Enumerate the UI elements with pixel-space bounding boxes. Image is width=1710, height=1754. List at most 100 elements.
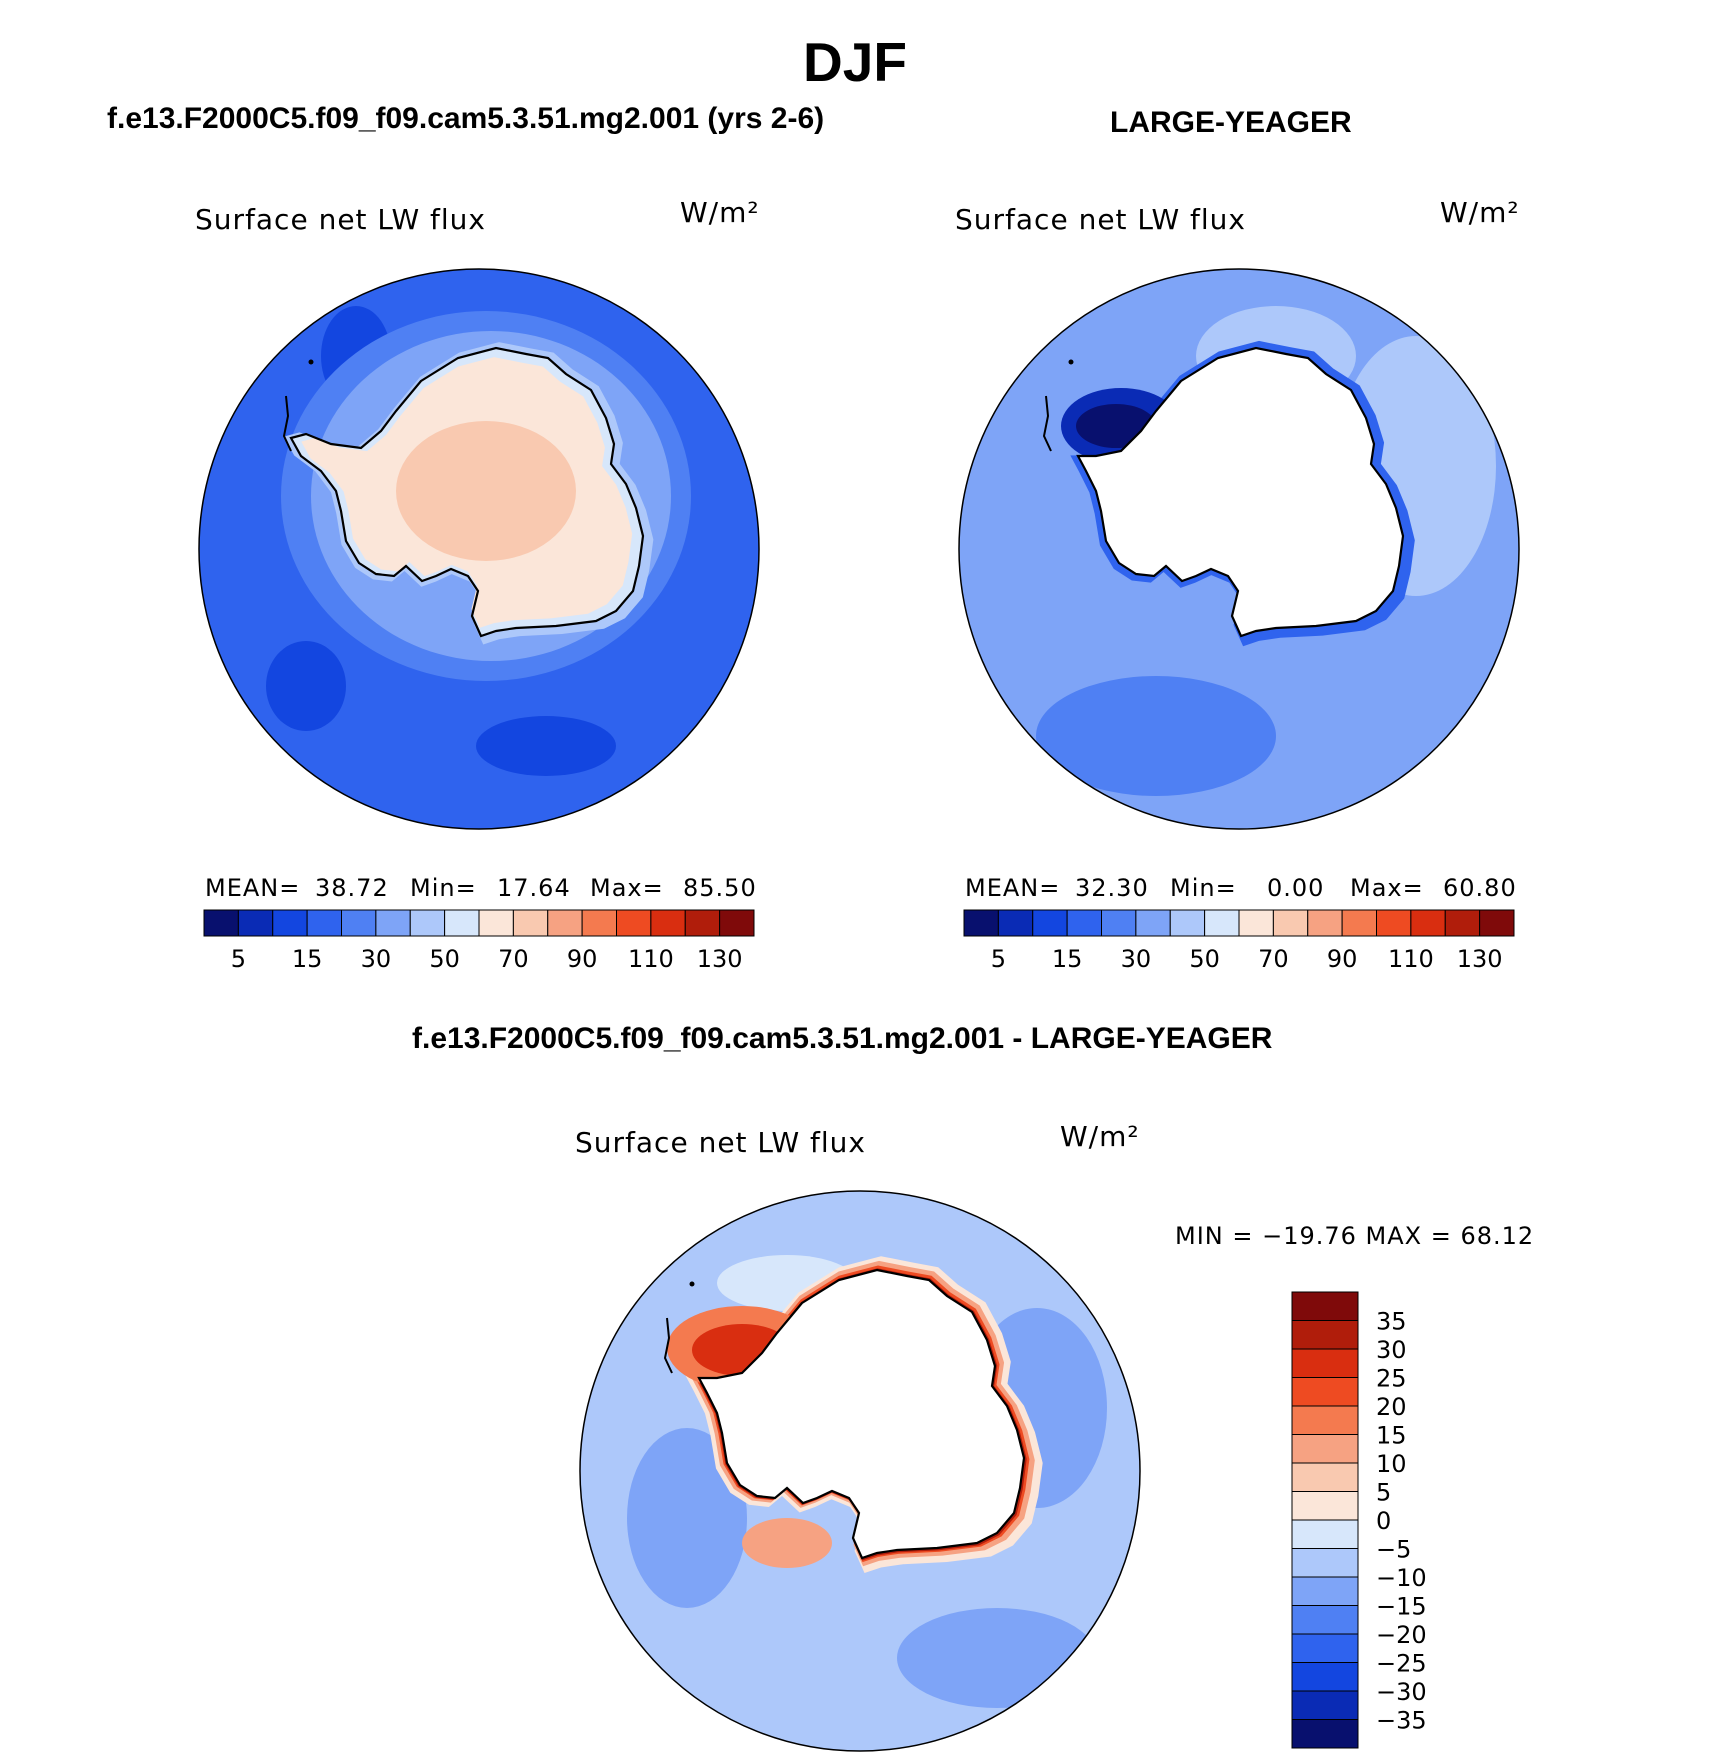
case-map [198, 268, 760, 830]
colorbar-box [963, 909, 999, 937]
colorbar-tick-label: −15 [1376, 1593, 1427, 1621]
colorbar-tick-label: 110 [628, 945, 674, 973]
colorbar-box [409, 909, 446, 937]
colorbar-box [1272, 909, 1309, 937]
colorbar-tick-label: 15 [292, 945, 323, 973]
colorbar-box [1291, 1548, 1359, 1578]
case-mean-value: 38.72 [315, 874, 389, 902]
colorbar-tick-label: 90 [567, 945, 598, 973]
case-mean-label: MEAN= [205, 874, 301, 902]
colorbar-tick-label: 70 [1258, 945, 1289, 973]
coastline [289, 346, 645, 638]
colorbar-box [1291, 1405, 1359, 1435]
diff-variable-label: Surface net LW flux [575, 1126, 866, 1159]
colorbar-box [1479, 909, 1515, 937]
land-mask [1078, 348, 1403, 636]
colorbar-box [1238, 909, 1274, 937]
colorbar-tick-label: −30 [1376, 1678, 1427, 1706]
colorbar-box [1410, 909, 1446, 937]
colorbar-box [1291, 1662, 1359, 1692]
colorbar-box [1291, 1348, 1359, 1378]
colorbar-box [1341, 909, 1377, 937]
colorbar-box [237, 909, 274, 937]
colorbar-tick-label: 15 [1052, 945, 1083, 973]
colorbar-box [1291, 1462, 1359, 1492]
colorbar-tick-label: 110 [1388, 945, 1434, 973]
diff-map [579, 1190, 1141, 1752]
case-panel-title: f.e13.F2000C5.f09_f09.cam5.3.51.mg2.001 … [107, 102, 825, 135]
colorbar-box [1204, 909, 1240, 937]
colorbar-tick-label: 0 [1376, 1507, 1391, 1535]
colorbar-box [1291, 1291, 1359, 1321]
obs-units-label: W/m² [1440, 196, 1520, 229]
colorbar-box [1291, 1377, 1359, 1407]
colorbar-tick-label: 130 [1457, 945, 1503, 973]
diff-units-label: W/m² [1060, 1120, 1140, 1153]
colorbar-box [1291, 1576, 1359, 1606]
low-flux-region [266, 641, 346, 731]
diff-minmax-label: MIN = −19.76 MAX = 68.12 [1175, 1222, 1535, 1250]
case-variable-label: Surface net LW flux [195, 203, 486, 236]
colorbar-box [1291, 1633, 1359, 1663]
colorbar-box [650, 909, 686, 937]
coastline [1076, 346, 1405, 638]
interior-high [396, 421, 576, 561]
island [282, 395, 292, 452]
colorbar-box [1169, 909, 1206, 937]
colorbar-tick-label: 15 [1376, 1422, 1407, 1450]
colorbar-box [997, 909, 1034, 937]
case-min-label: Min= [410, 874, 477, 902]
low-flux-region [476, 716, 616, 776]
colorbar-tick-label: 5 [1376, 1479, 1391, 1507]
map-boundary [198, 268, 760, 830]
colorbar-box [341, 909, 377, 937]
map-boundary [958, 268, 1520, 830]
colorbar-box [1291, 1491, 1359, 1521]
obs-min-label: Min= [1170, 874, 1237, 902]
colorbar-box [375, 909, 411, 937]
flux-band [1036, 676, 1276, 796]
colorbar-tick-label: 25 [1376, 1365, 1407, 1393]
flux-band [897, 1608, 1097, 1708]
colorbar-tick-label: 70 [498, 945, 529, 973]
obs-max-value: 60.80 [1443, 874, 1517, 902]
case-min-value: 17.64 [497, 874, 571, 902]
island [308, 359, 314, 365]
colorbar-box [1291, 1690, 1359, 1720]
obs-panel-title: LARGE-YEAGER [1110, 106, 1352, 139]
colorbar-tick-label: −10 [1376, 1564, 1427, 1592]
colorbar-box [616, 909, 652, 937]
colorbar-tick-label: −20 [1376, 1621, 1427, 1649]
colorbar-tick-label: 10 [1376, 1450, 1407, 1478]
obs-variable-label: Surface net LW flux [955, 203, 1246, 236]
map-field [199, 269, 759, 829]
colorbar-box [306, 909, 342, 937]
case-max-label: Max= [590, 874, 664, 902]
case-colorbar: 5 15 30 50 70 90 110 130 [203, 909, 755, 973]
land-mask [699, 1270, 1024, 1558]
colorbar-box [1291, 1719, 1359, 1749]
colorbar-box [1291, 1519, 1359, 1549]
obs-min-value: 0.00 [1267, 874, 1325, 902]
colorbar-box [1376, 909, 1412, 937]
case-max-value: 85.50 [683, 874, 757, 902]
colorbar-box [272, 909, 308, 937]
case-units-label: W/m² [680, 196, 760, 229]
colorbar-box [1291, 1605, 1359, 1635]
colorbar-tick-label: −5 [1376, 1536, 1411, 1564]
obs-mean-value: 32.30 [1075, 874, 1149, 902]
colorbar-tick-label: 30 [1376, 1336, 1407, 1364]
obs-colorbar: 5 15 30 50 70 90 110 130 [963, 909, 1515, 973]
obs-max-label: Max= [1350, 874, 1424, 902]
colorbar-box [581, 909, 617, 937]
diff-panel-title: f.e13.F2000C5.f09_f09.cam5.3.51.mg2.001 … [412, 1022, 1273, 1055]
colorbar-tick-label: 30 [361, 945, 392, 973]
colorbar-box [1291, 1434, 1359, 1464]
colorbar-box [547, 909, 583, 937]
island [663, 1317, 673, 1374]
island [689, 1281, 695, 1287]
colorbar-box [1032, 909, 1068, 937]
colorbar-tick-label: −25 [1376, 1650, 1427, 1678]
coastline [697, 1268, 1026, 1560]
